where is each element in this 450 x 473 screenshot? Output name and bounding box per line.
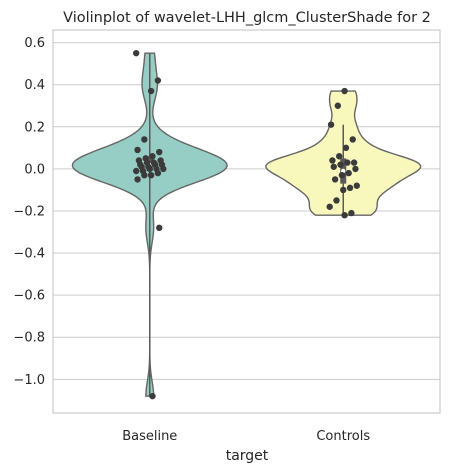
data-point: [330, 163, 337, 170]
data-point: [154, 77, 162, 84]
data-point: [133, 49, 140, 57]
data-point: [345, 169, 352, 177]
data-point: [340, 186, 347, 194]
y-tick-label: 0.6: [24, 36, 45, 51]
data-point: [344, 159, 351, 166]
y-tick-label: −0.6: [13, 289, 45, 304]
data-point: [141, 136, 148, 143]
data-point: [341, 87, 348, 95]
data-point: [327, 121, 335, 128]
x-ticks: Baseline Controls: [122, 429, 370, 444]
data-point: [134, 146, 141, 154]
data-point: [341, 211, 348, 219]
y-tick-label: 0.4: [24, 78, 45, 93]
data-point: [346, 184, 354, 192]
data-point: [149, 153, 156, 160]
chart-title: Violinplot of wavelet-LHH_glcm_ClusterSh…: [63, 10, 431, 26]
data-point: [156, 148, 163, 156]
data-points: [133, 49, 360, 400]
data-point: [154, 169, 162, 177]
data-point: [352, 165, 359, 173]
y-tick-label: −0.4: [13, 247, 45, 262]
y-tick-label: −0.8: [13, 331, 45, 346]
data-point: [331, 176, 339, 183]
data-point: [156, 224, 163, 232]
data-point: [342, 144, 350, 152]
x-tick-label: Controls: [316, 429, 370, 444]
data-point: [146, 165, 153, 173]
data-point: [149, 392, 156, 400]
data-point: [333, 197, 340, 204]
data-point: [337, 161, 344, 168]
data-point: [147, 87, 155, 95]
data-point: [353, 182, 360, 189]
data-point: [326, 203, 333, 210]
data-point: [350, 159, 358, 166]
x-tick-label: Baseline: [122, 429, 177, 444]
data-point: [147, 172, 155, 179]
data-point: [338, 172, 346, 179]
y-ticks: −1.0 −0.8 −0.6 −0.4 −0.2 0.0 0.2 0.4 0.6: [13, 36, 45, 388]
data-point: [334, 102, 342, 109]
data-point: [133, 167, 140, 175]
data-point: [335, 153, 343, 160]
y-tick-label: −1.0: [13, 373, 45, 388]
y-tick-label: 0.2: [24, 120, 45, 135]
y-tick-label: −0.2: [13, 204, 45, 219]
data-point: [329, 157, 336, 164]
inner-boxes: [146, 53, 347, 397]
y-tick-label: 0.0: [24, 162, 45, 177]
data-point: [134, 176, 141, 183]
data-point: [141, 172, 148, 179]
data-point: [349, 136, 356, 143]
data-point: [160, 165, 167, 173]
grid: [53, 42, 440, 380]
x-axis-label: target: [226, 448, 269, 464]
plot-frame: [52, 29, 441, 414]
violins: [71, 52, 422, 397]
data-point: [348, 209, 355, 217]
